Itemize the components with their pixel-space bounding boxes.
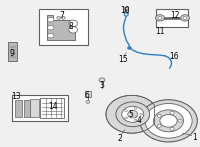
FancyBboxPatch shape [24, 100, 30, 117]
Circle shape [170, 127, 174, 130]
Circle shape [170, 111, 174, 114]
Text: 9: 9 [9, 49, 14, 58]
Circle shape [178, 119, 182, 122]
Polygon shape [106, 95, 154, 133]
Circle shape [157, 124, 161, 127]
Text: 8: 8 [69, 22, 74, 31]
FancyBboxPatch shape [39, 9, 88, 45]
Text: 7: 7 [59, 11, 64, 20]
Circle shape [124, 13, 128, 16]
FancyBboxPatch shape [85, 91, 91, 97]
Polygon shape [47, 15, 75, 40]
Text: 14: 14 [49, 102, 58, 111]
Circle shape [125, 117, 127, 119]
Text: 15: 15 [118, 55, 128, 64]
FancyBboxPatch shape [124, 7, 128, 9]
FancyBboxPatch shape [40, 98, 64, 118]
FancyBboxPatch shape [8, 42, 17, 61]
Circle shape [125, 110, 127, 112]
Circle shape [122, 106, 144, 122]
Text: 16: 16 [170, 52, 179, 61]
Circle shape [158, 16, 162, 19]
Text: 1: 1 [192, 133, 197, 142]
Circle shape [69, 27, 78, 33]
Circle shape [140, 100, 197, 142]
Circle shape [48, 25, 54, 30]
Circle shape [124, 11, 129, 14]
Text: 3: 3 [100, 81, 104, 90]
Text: 5: 5 [128, 111, 133, 120]
Text: 6: 6 [85, 91, 90, 100]
Circle shape [86, 100, 90, 103]
FancyBboxPatch shape [12, 95, 68, 121]
FancyBboxPatch shape [15, 100, 22, 117]
Circle shape [69, 20, 78, 26]
Text: 4: 4 [136, 116, 141, 125]
Circle shape [48, 17, 54, 22]
FancyBboxPatch shape [156, 9, 188, 27]
FancyBboxPatch shape [30, 99, 39, 117]
Circle shape [99, 78, 105, 82]
Circle shape [134, 107, 137, 109]
Circle shape [156, 15, 164, 21]
Circle shape [183, 16, 187, 19]
Circle shape [160, 115, 177, 127]
Circle shape [181, 15, 189, 21]
Circle shape [140, 113, 143, 115]
Circle shape [127, 47, 131, 50]
Circle shape [57, 16, 61, 19]
Text: 2: 2 [117, 134, 122, 143]
Circle shape [154, 110, 183, 132]
Circle shape [128, 111, 138, 118]
Text: 11: 11 [155, 27, 164, 36]
Text: 10: 10 [120, 6, 130, 15]
Circle shape [157, 114, 161, 117]
Circle shape [116, 102, 150, 127]
Circle shape [134, 119, 137, 121]
Circle shape [48, 33, 54, 38]
Text: 13: 13 [11, 92, 20, 101]
Circle shape [145, 103, 192, 138]
Circle shape [61, 16, 65, 19]
Text: 12: 12 [170, 11, 179, 20]
